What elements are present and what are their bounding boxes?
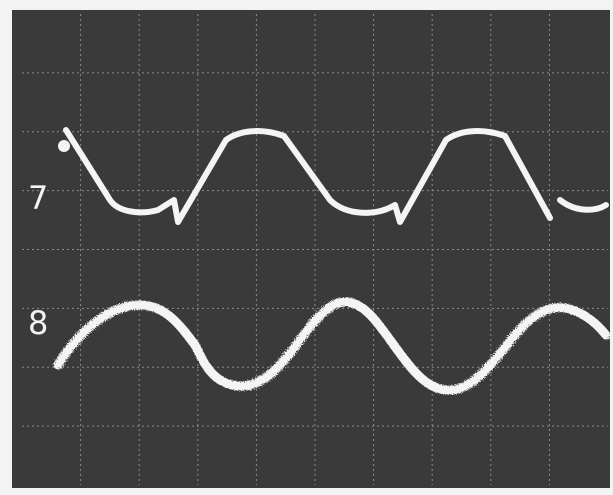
- oscilloscope-screen: 7 8: [0, 0, 613, 495]
- trace-label: 8: [28, 304, 48, 342]
- trace-dot: [58, 140, 70, 152]
- screen-bg: [12, 10, 610, 488]
- page-body: 7 8 (() => { const data = JSON.parse(doc…: [0, 0, 613, 495]
- page: {"traces": [{"label": "7"}, {"label": "8…: [0, 0, 613, 495]
- trace-label: 7: [28, 179, 48, 217]
